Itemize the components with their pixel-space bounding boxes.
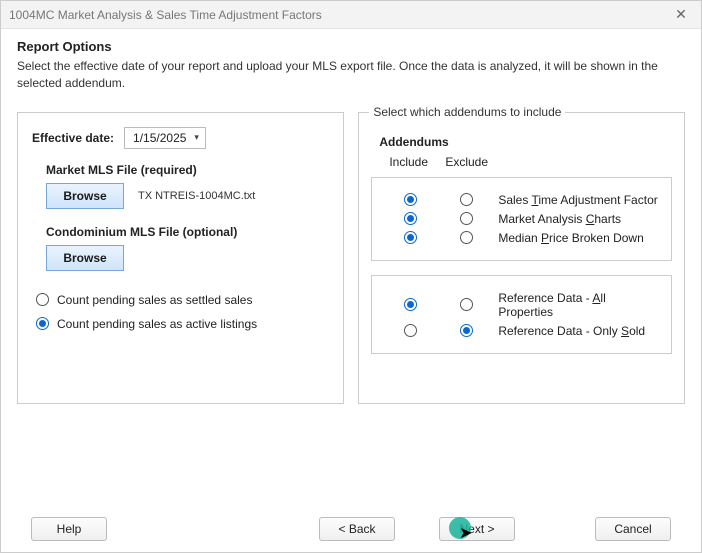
effective-date-row: Effective date: 1/15/2025 ▾ xyxy=(32,127,329,149)
pending-active-option[interactable]: Count pending sales as active listings xyxy=(36,317,329,331)
cancel-button[interactable]: Cancel xyxy=(595,517,671,541)
include-radio[interactable] xyxy=(404,231,417,244)
addendum-row-median-price: Median Price Broken Down xyxy=(382,231,661,245)
condo-browse-button[interactable]: Browse xyxy=(46,245,124,271)
report-options-title: Report Options xyxy=(17,39,685,54)
effective-date-label: Effective date: xyxy=(32,131,114,145)
addendum-row-ref-sold: Reference Data - Only Sold xyxy=(382,324,661,338)
right-panel: Select which addendums to include Addend… xyxy=(358,112,685,404)
addendum-label: Reference Data - All Properties xyxy=(494,291,661,319)
exclude-radio[interactable] xyxy=(460,298,473,311)
include-radio[interactable] xyxy=(404,212,417,225)
back-button[interactable]: < Back xyxy=(319,517,395,541)
exclude-radio[interactable] xyxy=(460,324,473,337)
effective-date-picker[interactable]: 1/15/2025 ▾ xyxy=(124,127,206,149)
window-title: 1004MC Market Analysis & Sales Time Adju… xyxy=(9,8,667,22)
include-radio[interactable] xyxy=(404,298,417,311)
addendum-label: Median Price Broken Down xyxy=(494,231,661,245)
radio-icon xyxy=(36,293,49,306)
titlebar: 1004MC Market Analysis & Sales Time Adju… xyxy=(1,1,701,29)
market-file-row: Browse TX NTREIS-1004MC.txt xyxy=(46,183,329,209)
market-file-label: Market MLS File (required) xyxy=(46,163,329,177)
pending-settled-label: Count pending sales as settled sales xyxy=(57,293,252,307)
chevron-down-icon: ▾ xyxy=(194,132,201,143)
exclude-radio[interactable] xyxy=(460,193,473,206)
addendums-title: Addendums xyxy=(379,135,672,149)
columns: Effective date: 1/15/2025 ▾ Market MLS F… xyxy=(17,104,685,504)
addendum-row-market-charts: Market Analysis Charts xyxy=(382,212,661,226)
footer: Help < Back Next > Cancel ➤ xyxy=(17,504,685,552)
next-button[interactable]: Next > xyxy=(439,517,515,541)
exclude-header: Exclude xyxy=(445,155,501,169)
condo-file-label: Condominium MLS File (optional) xyxy=(46,225,329,239)
market-file-name: TX NTREIS-1004MC.txt xyxy=(138,190,255,202)
addendum-row-sales-time: Sales Time Adjustment Factor xyxy=(382,193,661,207)
content-area: Report Options Select the effective date… xyxy=(1,29,701,552)
exclude-radio[interactable] xyxy=(460,212,473,225)
dialog-window: 1004MC Market Analysis & Sales Time Adju… xyxy=(0,0,702,553)
close-icon[interactable]: ✕ xyxy=(667,4,695,26)
pending-settled-option[interactable]: Count pending sales as settled sales xyxy=(36,293,329,307)
radio-icon xyxy=(36,317,49,330)
addendum-group-1: Sales Time Adjustment Factor Market Anal… xyxy=(371,177,672,261)
addendums-legend: Select which addendums to include xyxy=(369,105,565,119)
include-radio[interactable] xyxy=(404,193,417,206)
include-radio[interactable] xyxy=(404,324,417,337)
help-button[interactable]: Help xyxy=(31,517,107,541)
addendum-group-2: Reference Data - All Properties Referenc… xyxy=(371,275,672,354)
left-panel: Effective date: 1/15/2025 ▾ Market MLS F… xyxy=(17,112,344,404)
addendums-fieldset: Select which addendums to include Addend… xyxy=(358,112,685,404)
condo-file-row: Browse xyxy=(46,245,329,271)
addendum-label: Reference Data - Only Sold xyxy=(494,324,661,338)
addendum-row-ref-all: Reference Data - All Properties xyxy=(382,291,661,319)
effective-date-value: 1/15/2025 xyxy=(133,131,186,145)
addendum-label: Market Analysis Charts xyxy=(494,212,661,226)
report-options-description: Select the effective date of your report… xyxy=(17,58,685,92)
pending-mode-group: Count pending sales as settled sales Cou… xyxy=(36,293,329,331)
include-header: Include xyxy=(389,155,445,169)
exclude-radio[interactable] xyxy=(460,231,473,244)
addendum-label: Sales Time Adjustment Factor xyxy=(494,193,661,207)
addendum-column-headers: Include Exclude xyxy=(389,155,672,169)
market-browse-button[interactable]: Browse xyxy=(46,183,124,209)
pending-active-label: Count pending sales as active listings xyxy=(57,317,257,331)
